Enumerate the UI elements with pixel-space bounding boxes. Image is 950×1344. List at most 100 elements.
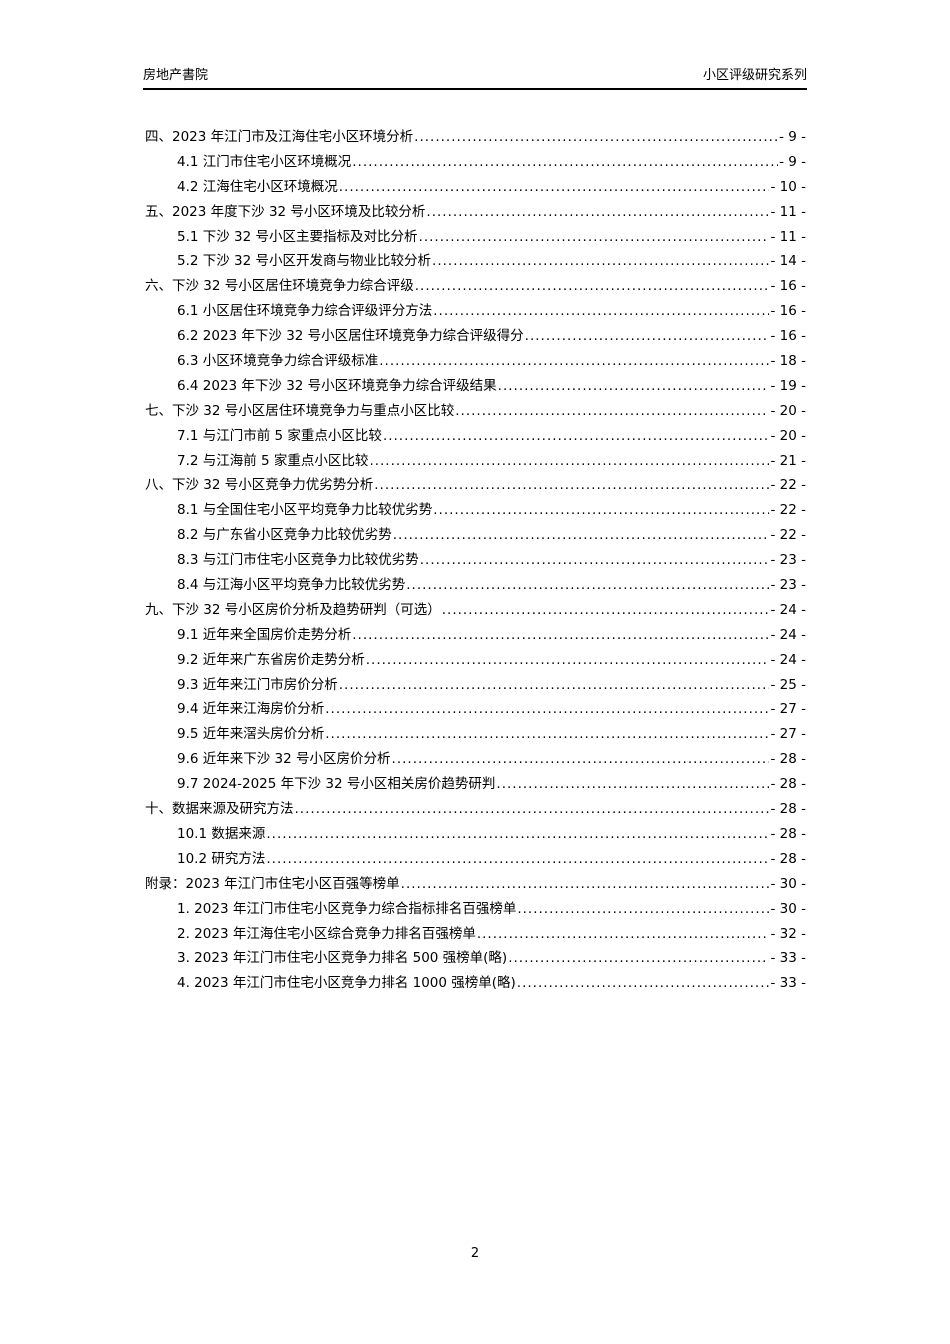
dot-leader xyxy=(498,374,770,399)
toc-entry[interactable]: 8.4 与江海小区平均竞争力比较优劣势 - 23 - xyxy=(145,573,806,598)
toc-entry-title: 9.7 2024-2025 年下沙 32 号小区相关房价趋势研判 xyxy=(177,776,496,793)
toc-entry[interactable]: 十、数据来源及研究方法 - 28 - xyxy=(145,797,806,822)
dot-leader xyxy=(517,897,769,922)
toc-entry-page: - 23 - xyxy=(770,552,806,569)
dot-leader xyxy=(525,324,770,349)
toc-entry[interactable]: 9.4 近年来江海房价分析 - 27 - xyxy=(145,697,806,722)
dot-leader xyxy=(393,523,770,548)
toc-entry-page: - 18 - xyxy=(770,353,806,370)
toc-entry-page: - 28 - xyxy=(770,776,806,793)
dot-leader xyxy=(414,125,778,150)
dot-leader xyxy=(392,747,770,772)
toc-entry[interactable]: 10.1 数据来源 - 28 - xyxy=(145,822,806,847)
toc-entry[interactable]: 9.1 近年来全国房价走势分析 - 24 - xyxy=(145,623,806,648)
toc-entry-title: 9.5 近年来滘头房价分析 xyxy=(177,726,325,743)
toc-entry-page: - 21 - xyxy=(770,452,806,469)
toc-entry-title: 10.1 数据来源 xyxy=(177,825,266,842)
dot-leader xyxy=(477,922,770,947)
toc-entry[interactable]: 9.2 近年来广东省房价走势分析 - 24 - xyxy=(145,648,806,673)
dot-leader xyxy=(517,971,770,996)
toc-entry-page: - 30 - xyxy=(770,900,806,917)
toc-entry-title: 9.4 近年来江海房价分析 xyxy=(177,701,325,718)
toc-entry-page: - 25 - xyxy=(770,676,806,693)
toc-entry-title: 5.2 下沙 32 号小区开发商与物业比较分析 xyxy=(177,253,432,270)
dot-leader xyxy=(433,498,769,523)
toc-entry[interactable]: 附录：2023 年江门市住宅小区百强等榜单 - 30 - xyxy=(145,872,806,897)
dot-leader xyxy=(325,722,769,747)
dot-leader xyxy=(295,797,770,822)
toc-entry[interactable]: 六、下沙 32 号小区居住环境竞争力综合评级 - 16 - xyxy=(145,274,806,299)
toc-entry[interactable]: 8.3 与江门市住宅小区竞争力比较优劣势 - 23 - xyxy=(145,548,806,573)
toc-entry[interactable]: 10.2 研究方法 - 28 - xyxy=(145,847,806,872)
toc-entry-page: - 22 - xyxy=(770,477,806,494)
toc-entry[interactable]: 四、2023 年江门市及江海住宅小区环境分析 - 9 - xyxy=(145,125,806,150)
toc-entry[interactable]: 五、2023 年度下沙 32 号小区环境及比较分析 - 11 - xyxy=(145,200,806,225)
dot-leader xyxy=(374,473,769,498)
toc-entry-title: 6.4 2023 年下沙 32 号小区环境竞争力综合评级结果 xyxy=(177,377,497,394)
toc-entry[interactable]: 七、下沙 32 号小区居住环境竞争力与重点小区比较 - 20 - xyxy=(145,399,806,424)
toc-entry[interactable]: 8.2 与广东省小区竞争力比较优劣势 - 22 - xyxy=(145,523,806,548)
toc-entry-title: 6.2 2023 年下沙 32 号小区居住环境竞争力综合评级得分 xyxy=(177,328,524,345)
dot-leader xyxy=(432,249,769,274)
toc-entry-page: - 24 - xyxy=(770,626,806,643)
toc-entry[interactable]: 9.5 近年来滘头房价分析 - 27 - xyxy=(145,722,806,747)
toc-entry-title: 3. 2023 年江门市住宅小区竞争力排名 500 强榜单(略) xyxy=(177,950,508,967)
toc-entry[interactable]: 4.1 江门市住宅小区环境概况 - 9 - xyxy=(145,150,806,175)
toc-entry-title: 10.2 研究方法 xyxy=(177,850,266,867)
toc-entry-title: 七、下沙 32 号小区居住环境竞争力与重点小区比较 xyxy=(145,402,455,419)
toc-entry[interactable]: 9.6 近年来下沙 32 号小区房价分析 - 28 - xyxy=(145,747,806,772)
toc-entry-title: 6.1 小区居住环境竞争力综合评级评分方法 xyxy=(177,303,433,320)
toc-entry-title: 4.2 江海住宅小区环境概况 xyxy=(177,178,338,195)
toc-entry-title: 8.1 与全国住宅小区平均竞争力比较优劣势 xyxy=(177,502,433,519)
toc-entry-title: 7.1 与江门市前 5 家重点小区比较 xyxy=(177,427,382,444)
toc-entry-page: - 27 - xyxy=(770,701,806,718)
toc-entry[interactable]: 1. 2023 年江门市住宅小区竞争力综合指标排名百强榜单 - 30 - xyxy=(145,897,806,922)
toc-entry-page: - 9 - xyxy=(779,129,806,145)
toc-entry-title: 9.6 近年来下沙 32 号小区房价分析 xyxy=(177,751,391,768)
toc-entry-page: - 27 - xyxy=(770,726,806,743)
toc-entry[interactable]: 9.3 近年来江门市房价分析 - 25 - xyxy=(145,673,806,698)
toc-entry[interactable]: 6.4 2023 年下沙 32 号小区环境竞争力综合评级结果 - 19 - xyxy=(145,374,806,399)
toc-entry-page: - 24 - xyxy=(770,601,806,618)
toc-entry-title: 附录：2023 年江门市住宅小区百强等榜单 xyxy=(145,875,400,892)
dot-leader xyxy=(496,772,769,797)
toc-entry[interactable]: 6.3 小区环境竞争力综合评级标准 - 18 - xyxy=(145,349,806,374)
toc-entry[interactable]: 9.7 2024-2025 年下沙 32 号小区相关房价趋势研判 - 28 - xyxy=(145,772,806,797)
toc-entry-title: 6.3 小区环境竞争力综合评级标准 xyxy=(177,353,379,370)
toc-entry-page: - 20 - xyxy=(770,402,806,419)
toc-entry[interactable]: 5.2 下沙 32 号小区开发商与物业比较分析 - 14 - xyxy=(145,249,806,274)
toc-entry[interactable]: 4.2 江海住宅小区环境概况 - 10 - xyxy=(145,175,806,200)
toc-entry-title: 8.2 与广东省小区竞争力比较优劣势 xyxy=(177,527,392,544)
toc-entry-title: 9.1 近年来全国房价走势分析 xyxy=(177,626,352,643)
toc-entry[interactable]: 7.2 与江海前 5 家重点小区比较 - 21 - xyxy=(145,449,806,474)
toc-entry-title: 4.1 江门市住宅小区环境概况 xyxy=(177,153,352,170)
toc-entry-page: - 32 - xyxy=(770,925,806,942)
toc-entry[interactable]: 九、下沙 32 号小区房价分析及趋势研判（可选） - 24 - xyxy=(145,598,806,623)
dot-leader xyxy=(339,175,770,200)
dot-leader xyxy=(433,299,769,324)
toc-entry-title: 5.1 下沙 32 号小区主要指标及对比分析 xyxy=(177,228,418,245)
toc-entry-title: 1. 2023 年江门市住宅小区竞争力综合指标排名百强榜单 xyxy=(177,900,517,917)
toc-entry[interactable]: 2. 2023 年江海住宅小区综合竞争力排名百强榜单 - 32 - xyxy=(145,922,806,947)
toc-entry-page: - 28 - xyxy=(770,801,806,818)
toc-entry-page: - 16 - xyxy=(770,278,806,295)
toc-entry-title: 五、2023 年度下沙 32 号小区环境及比较分析 xyxy=(145,203,426,220)
toc-entry-page: - 28 - xyxy=(770,825,806,842)
toc-entry[interactable]: 7.1 与江门市前 5 家重点小区比较 - 20 - xyxy=(145,424,806,449)
table-of-contents: 四、2023 年江门市及江海住宅小区环境分析- 9 -4.1 江门市住宅小区环境… xyxy=(145,125,806,996)
toc-entry[interactable]: 4. 2023 年江门市住宅小区竞争力排名 1000 强榜单(略) - 33 - xyxy=(145,971,806,996)
dot-leader xyxy=(352,623,769,648)
toc-entry[interactable]: 6.1 小区居住环境竞争力综合评级评分方法 - 16 - xyxy=(145,299,806,324)
toc-entry[interactable]: 3. 2023 年江门市住宅小区竞争力排名 500 强榜单(略) - 33 - xyxy=(145,946,806,971)
dot-leader xyxy=(266,822,769,847)
toc-entry[interactable]: 5.1 下沙 32 号小区主要指标及对比分析 - 11 - xyxy=(145,225,806,250)
toc-entry-page: - 28 - xyxy=(770,850,806,867)
toc-entry[interactable]: 八、下沙 32 号小区竞争力优劣势分析 - 22 - xyxy=(145,473,806,498)
dot-leader xyxy=(415,274,770,299)
toc-entry[interactable]: 8.1 与全国住宅小区平均竞争力比较优劣势 - 22 - xyxy=(145,498,806,523)
header-series: 小区评级研究系列 xyxy=(702,68,807,83)
toc-entry[interactable]: 6.2 2023 年下沙 32 号小区居住环境竞争力综合评级得分 - 16 - xyxy=(145,324,806,349)
toc-entry-title: 8.4 与江海小区平均竞争力比较优劣势 xyxy=(177,577,406,594)
toc-entry-title: 9.2 近年来广东省房价走势分析 xyxy=(177,651,365,668)
dot-leader xyxy=(339,673,770,698)
